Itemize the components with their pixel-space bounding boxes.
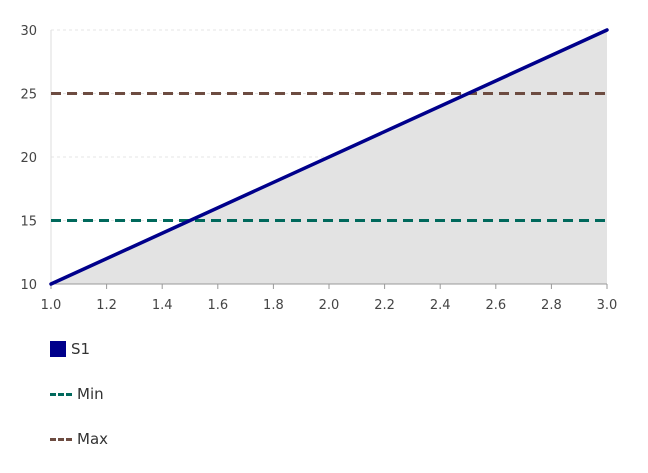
x-tick-label-1.8: 1.8 (263, 298, 284, 313)
x-tick-label-1.0: 1.0 (41, 298, 62, 313)
x-tick-label-2.6: 2.6 (485, 298, 506, 313)
y-tick-label-15: 15 (20, 215, 37, 230)
x-tick-label-3.0: 3.0 (597, 298, 618, 313)
y-tick-label-10: 10 (20, 278, 37, 293)
legend: S1 Min Max (50, 338, 108, 473)
x-tick-label-2.2: 2.2 (374, 298, 395, 313)
y-tick-label-25: 25 (20, 88, 37, 103)
legend-swatch-min (50, 392, 72, 396)
y-tick-label-30: 30 (20, 24, 37, 39)
x-tick-label-1.6: 1.6 (207, 298, 228, 313)
legend-label-s1: S1 (71, 340, 91, 358)
x-tick-label-2.0: 2.0 (319, 298, 340, 313)
series-line-s1 (49, 28, 609, 286)
legend-swatch-s1 (50, 341, 66, 357)
legend-label-max: Max (77, 430, 109, 448)
legend-item-max[interactable]: Max (50, 428, 108, 450)
x-tick-label-2.8: 2.8 (541, 298, 562, 313)
legend-item-min[interactable]: Min (50, 383, 108, 405)
x-tick-label-2.4: 2.4 (430, 298, 451, 313)
legend-swatch-max (50, 437, 72, 441)
chart-plot: 1.0 1.2 1.4 1.6 1.8 2.0 2.2 2.4 2.6 2.8 3.0 10 15 20 2… (20, 24, 618, 313)
y-tick-label-20: 20 (20, 151, 37, 166)
x-tick-label-1.4: 1.4 (152, 298, 173, 313)
legend-item-s1[interactable]: S1 (50, 338, 108, 360)
legend-label-min: Min (77, 385, 104, 403)
x-tick-label-1.2: 1.2 (96, 298, 117, 313)
